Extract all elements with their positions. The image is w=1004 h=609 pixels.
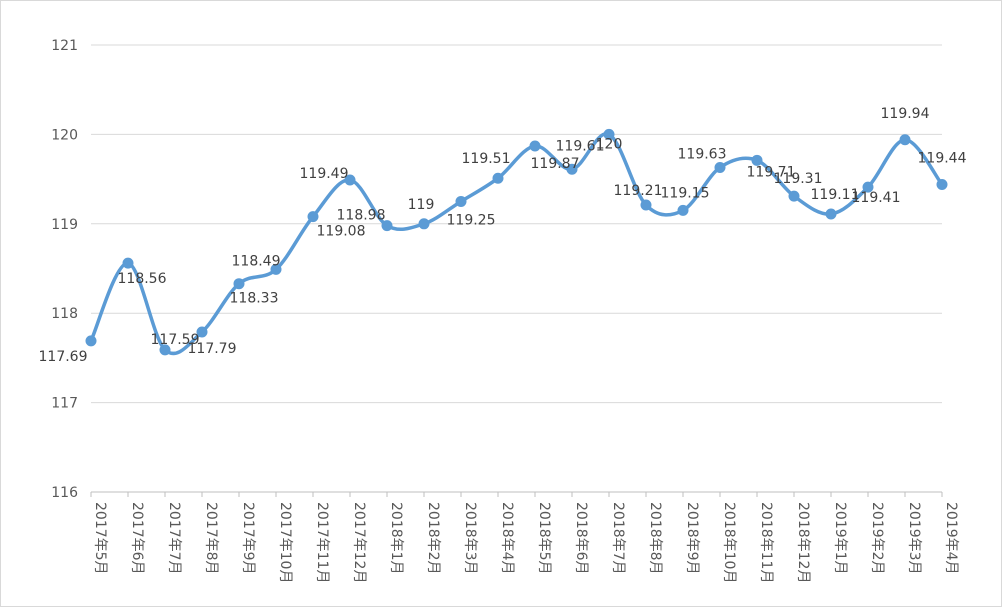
x-tick-label: 2019年2月 — [869, 502, 885, 575]
data-label: 119.49 — [300, 166, 349, 182]
data-label: 119.08 — [317, 224, 366, 240]
x-tick-label: 2018年3月 — [462, 502, 478, 575]
x-tick-label: 2018年12月 — [795, 502, 811, 583]
x-tick-label: 2018年10月 — [721, 502, 737, 583]
data-label: 118.56 — [118, 271, 167, 287]
data-point — [344, 174, 356, 186]
data-point — [603, 128, 615, 140]
data-label: 120 — [596, 136, 623, 152]
x-tick-label: 2018年9月 — [684, 502, 700, 575]
data-label: 118.49 — [232, 253, 281, 269]
data-label: 118.33 — [230, 291, 279, 307]
y-tick-label: 117 — [51, 396, 78, 412]
x-tick-label: 2019年3月 — [906, 502, 922, 575]
data-point — [159, 344, 171, 356]
data-label: 117.79 — [188, 341, 237, 357]
data-label: 119.15 — [661, 185, 710, 201]
data-label: 119.94 — [881, 106, 930, 122]
x-tick-label: 2017年10月 — [277, 502, 293, 583]
data-label: 119.87 — [531, 156, 580, 172]
data-label: 117.69 — [39, 349, 88, 365]
data-label: 119.61 — [556, 138, 605, 154]
data-point — [381, 220, 393, 232]
x-tick-label: 2017年12月 — [351, 502, 367, 583]
data-label: 117.59 — [151, 332, 200, 348]
data-point — [196, 326, 208, 338]
y-tick-label: 116 — [51, 485, 78, 501]
x-tick-label: 2018年5月 — [536, 502, 552, 575]
data-point — [640, 199, 652, 211]
data-point — [862, 181, 874, 193]
data-point — [122, 257, 134, 269]
data-label: 119.21 — [614, 183, 663, 199]
y-tick-label: 120 — [51, 127, 78, 143]
data-label: 119.31 — [774, 171, 823, 187]
data-point — [455, 195, 467, 207]
data-point — [233, 278, 245, 290]
x-tick-label: 2018年4月 — [499, 502, 515, 575]
data-point — [677, 204, 689, 216]
y-tick-label: 121 — [51, 38, 78, 54]
x-tick-label: 2017年6月 — [129, 502, 145, 575]
data-point — [270, 263, 282, 275]
x-tick-label: 2017年9月 — [240, 502, 256, 575]
series-line — [89, 132, 944, 356]
y-tick-label: 119 — [51, 217, 78, 233]
data-label: 119.71 — [747, 164, 796, 180]
data-point — [307, 211, 319, 223]
data-label: 119.41 — [852, 190, 901, 206]
x-tick-label: 2018年8月 — [647, 502, 663, 575]
data-point — [899, 134, 911, 146]
data-point — [418, 218, 430, 230]
data-label: 119.51 — [462, 151, 511, 167]
data-point — [788, 190, 800, 202]
x-tick-label: 2019年4月 — [943, 502, 959, 575]
data-point — [566, 163, 578, 175]
data-label: 119.25 — [447, 212, 496, 228]
x-tick-label: 2018年2月 — [425, 502, 441, 575]
data-point — [936, 178, 948, 190]
data-point — [492, 172, 504, 184]
x-tick-label: 2017年8月 — [203, 502, 219, 575]
data-label: 119.63 — [678, 146, 727, 162]
x-tick-label: 2018年6月 — [573, 502, 589, 575]
x-tick-label: 2017年11月 — [314, 502, 330, 583]
x-tick-label: 2017年5月 — [92, 502, 108, 575]
y-tick-label: 118 — [51, 306, 78, 322]
x-tick-label: 2017年7月 — [166, 502, 182, 575]
data-point — [529, 140, 541, 152]
x-tick-label: 2018年11月 — [758, 502, 774, 583]
data-point — [751, 154, 763, 166]
data-label: 118.98 — [337, 208, 386, 224]
data-point — [85, 335, 97, 347]
data-label: 119.44 — [918, 150, 967, 166]
data-label: 119.11 — [811, 187, 860, 203]
x-tick-label: 2019年1月 — [832, 502, 848, 575]
x-tick-label: 2018年1月 — [388, 502, 404, 575]
data-point — [714, 161, 726, 173]
data-label: 119 — [408, 197, 435, 213]
data-point — [825, 208, 837, 220]
x-tick-label: 2018年7月 — [610, 502, 626, 575]
